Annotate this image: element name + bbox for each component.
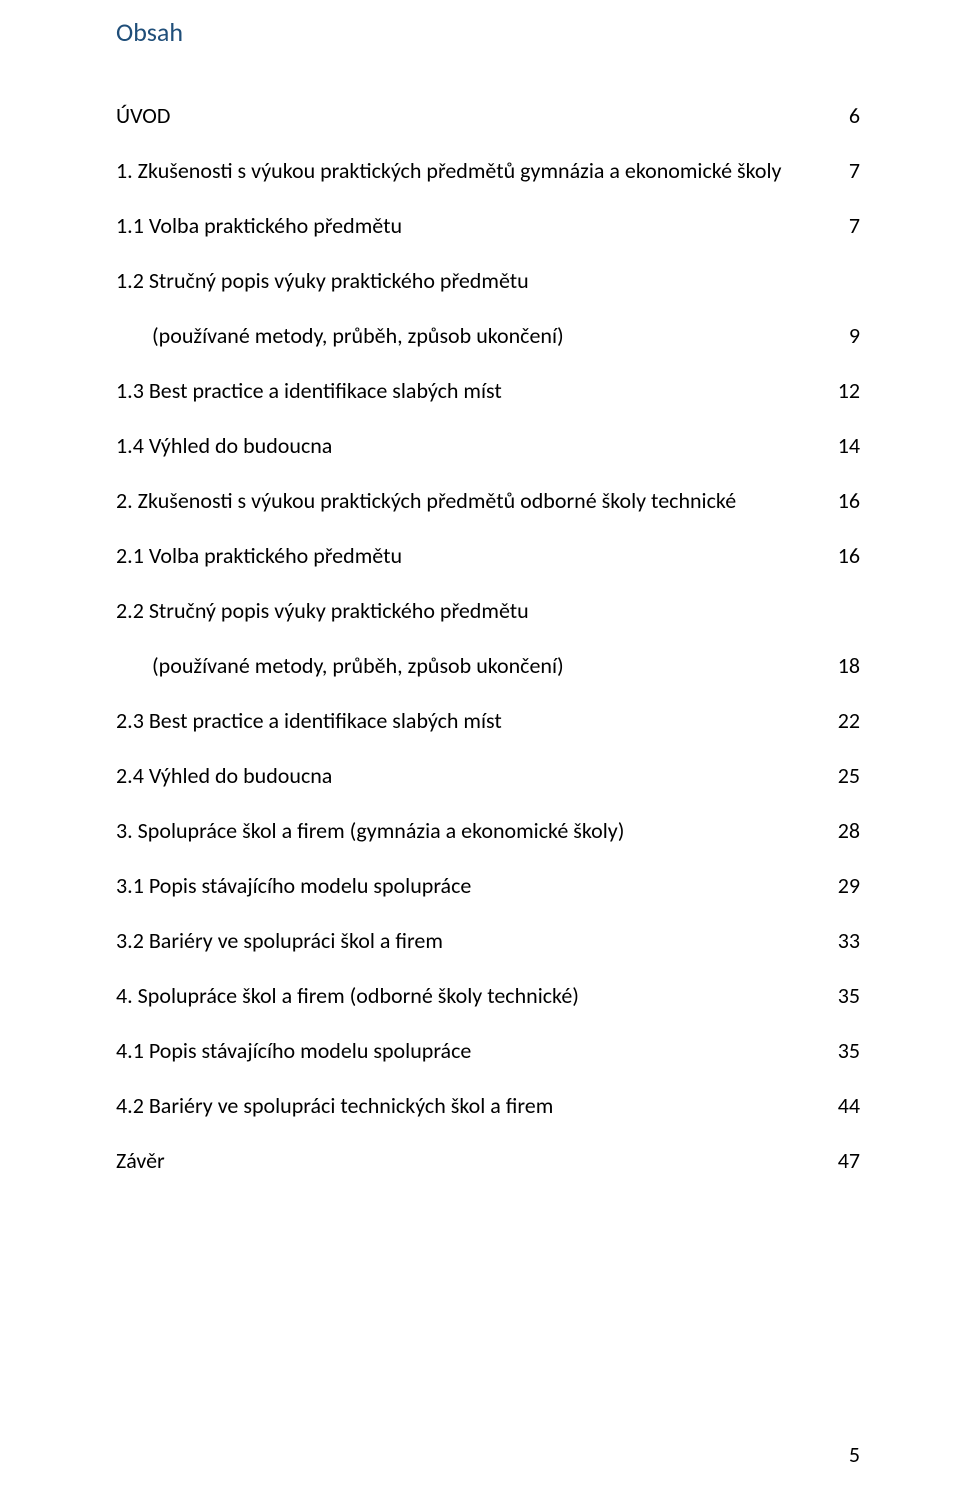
document-page: Obsah ÚVOD 6 1. Zkušenosti s výukou prak… bbox=[0, 0, 960, 1508]
toc-entry-title: 3.2 Bariéry ve spolupráci škol a firem bbox=[116, 913, 830, 968]
toc-entry-3-2: 3.2 Bariéry ve spolupráci škol a firem 3… bbox=[116, 913, 860, 968]
toc-entry-intro: ÚVOD 6 bbox=[116, 88, 860, 143]
toc-entry-title: Závěr bbox=[116, 1133, 830, 1188]
toc-entry-page: 25 bbox=[830, 748, 860, 803]
toc-entry-page: 7 bbox=[830, 143, 860, 198]
toc-entry-title: 4.2 Bariéry ve spolupráci technických šk… bbox=[116, 1078, 830, 1133]
toc-entry-title: 1. Zkušenosti s výukou praktických předm… bbox=[116, 143, 830, 198]
toc-entry-title: 3. Spolupráce škol a firem (gymnázia a e… bbox=[116, 803, 830, 858]
toc-entry-title: 2. Zkušenosti s výukou praktických předm… bbox=[116, 473, 830, 528]
toc-entry-page: 9 bbox=[830, 308, 860, 363]
toc-entry-section-1: 1. Zkušenosti s výukou praktických předm… bbox=[116, 143, 860, 198]
toc-entry-page: 14 bbox=[830, 418, 860, 473]
footer-page-number: 5 bbox=[849, 1441, 860, 1468]
toc-heading: Obsah bbox=[116, 16, 860, 48]
toc-entry-1-2-sub: (používané metody, průběh, způsob ukonče… bbox=[116, 308, 860, 363]
toc-entry-page: 12 bbox=[830, 363, 860, 418]
toc-entry-2-4: 2.4 Výhled do budoucna 25 bbox=[116, 748, 860, 803]
toc-entry-page: 18 bbox=[830, 638, 860, 693]
toc-entry-conclusion: Závěr 47 bbox=[116, 1133, 860, 1188]
toc-entry-section-4: 4. Spolupráce škol a firem (odborné škol… bbox=[116, 968, 860, 1023]
toc-entry-page: 6 bbox=[830, 88, 860, 143]
toc-entry-page: 35 bbox=[830, 1023, 860, 1078]
toc-entry-3-1: 3.1 Popis stávajícího modelu spolupráce … bbox=[116, 858, 860, 913]
toc-entry-title: 1.3 Best practice a identifikace slabých… bbox=[116, 363, 830, 418]
toc-entry-2-2-lead: 2.2 Stručný popis výuky praktického před… bbox=[116, 583, 860, 638]
toc-entry-1-1: 1.1 Volba praktického předmětu 7 bbox=[116, 198, 860, 253]
toc-entry-2-3: 2.3 Best practice a identifikace slabých… bbox=[116, 693, 860, 748]
toc-entry-1-2-lead: 1.2 Stručný popis výuky praktického před… bbox=[116, 253, 860, 308]
toc-entry-page: 29 bbox=[830, 858, 860, 913]
toc-entry-1-4: 1.4 Výhled do budoucna 14 bbox=[116, 418, 860, 473]
toc-entry-1-3: 1.3 Best practice a identifikace slabých… bbox=[116, 363, 860, 418]
toc-entry-2-1: 2.1 Volba praktického předmětu 16 bbox=[116, 528, 860, 583]
table-of-contents: ÚVOD 6 1. Zkušenosti s výukou praktickýc… bbox=[116, 88, 860, 1188]
toc-entry-section-3: 3. Spolupráce škol a firem (gymnázia a e… bbox=[116, 803, 860, 858]
toc-entry-page: 16 bbox=[830, 528, 860, 583]
toc-entry-4-2: 4.2 Bariéry ve spolupráci technických šk… bbox=[116, 1078, 860, 1133]
toc-entry-title: 1.1 Volba praktického předmětu bbox=[116, 198, 830, 253]
toc-entry-title: (používané metody, průběh, způsob ukonče… bbox=[116, 638, 830, 693]
toc-entry-section-2: 2. Zkušenosti s výukou praktických předm… bbox=[116, 473, 860, 528]
toc-entry-title: 2.4 Výhled do budoucna bbox=[116, 748, 830, 803]
toc-entry-title: (používané metody, průběh, způsob ukonče… bbox=[116, 308, 830, 363]
toc-entry-page: 7 bbox=[830, 198, 860, 253]
toc-entry-4-1: 4.1 Popis stávajícího modelu spolupráce … bbox=[116, 1023, 860, 1078]
toc-entry-title: ÚVOD bbox=[116, 88, 830, 143]
toc-entry-title: 4.1 Popis stávajícího modelu spolupráce bbox=[116, 1023, 830, 1078]
toc-entry-title: 1.4 Výhled do budoucna bbox=[116, 418, 830, 473]
toc-entry-title: 4. Spolupráce škol a firem (odborné škol… bbox=[116, 968, 830, 1023]
toc-entry-title: 3.1 Popis stávajícího modelu spolupráce bbox=[116, 858, 830, 913]
toc-entry-2-2-sub: (používané metody, průběh, způsob ukonče… bbox=[116, 638, 860, 693]
toc-entry-page: 16 bbox=[830, 473, 860, 528]
toc-entry-title: 2.1 Volba praktického předmětu bbox=[116, 528, 830, 583]
toc-entry-page: 47 bbox=[830, 1133, 860, 1188]
toc-entry-page: 33 bbox=[830, 913, 860, 968]
toc-entry-page: 35 bbox=[830, 968, 860, 1023]
toc-entry-page: 44 bbox=[830, 1078, 860, 1133]
toc-entry-page: 22 bbox=[830, 693, 860, 748]
toc-entry-title: 2.3 Best practice a identifikace slabých… bbox=[116, 693, 830, 748]
toc-entry-page: 28 bbox=[830, 803, 860, 858]
